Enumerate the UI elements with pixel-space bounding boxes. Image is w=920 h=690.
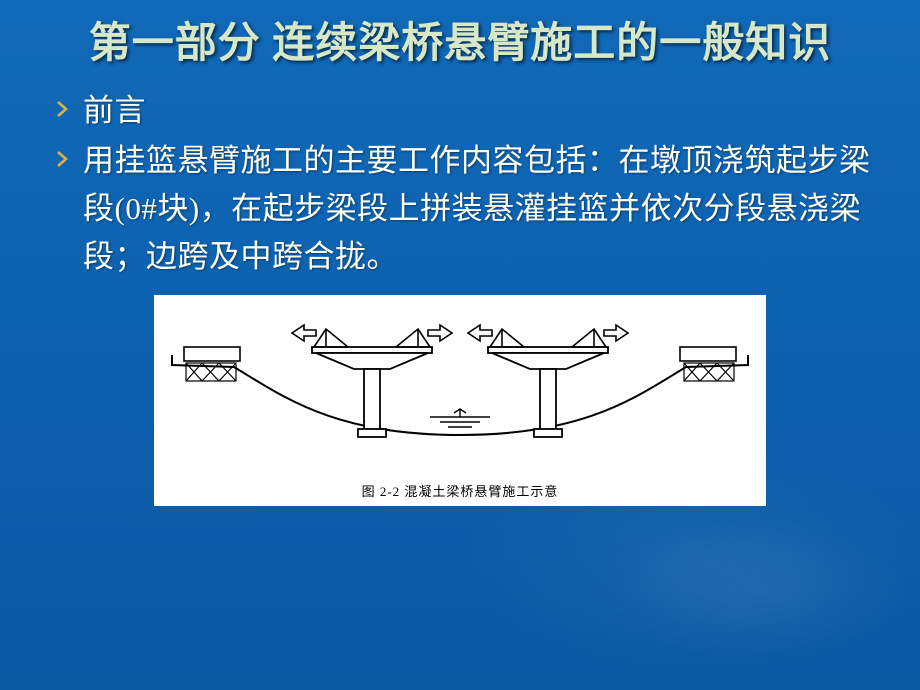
list-item: 用挂篮悬臂施工的主要工作内容包括：在墩顶浇筑起步梁段(0#块)，在起步梁段上拼装… — [49, 137, 875, 281]
bridge-diagram — [164, 305, 756, 475]
bullet-text: 前言 — [83, 93, 146, 128]
list-item: 前言 — [49, 87, 875, 135]
bullet-text: 用挂篮悬臂施工的主要工作内容包括：在墩顶浇筑起步梁段(0#块)，在起步梁段上拼装… — [83, 143, 871, 274]
bullet-list: 前言 用挂篮悬臂施工的主要工作内容包括：在墩顶浇筑起步梁段(0#块)，在起步梁段… — [45, 87, 875, 281]
figure-caption: 图 2-2 混凝土梁桥悬臂施工示意 — [164, 481, 756, 500]
slide: 第一部分 连续梁桥悬臂施工的一般知识 前言 用挂篮悬臂施工的主要工作内容包括：在… — [0, 0, 920, 690]
slide-title: 第一部分 连续梁桥悬臂施工的一般知识 — [45, 18, 875, 71]
figure-container: 图 2-2 混凝土梁桥悬臂施工示意 — [154, 295, 766, 506]
